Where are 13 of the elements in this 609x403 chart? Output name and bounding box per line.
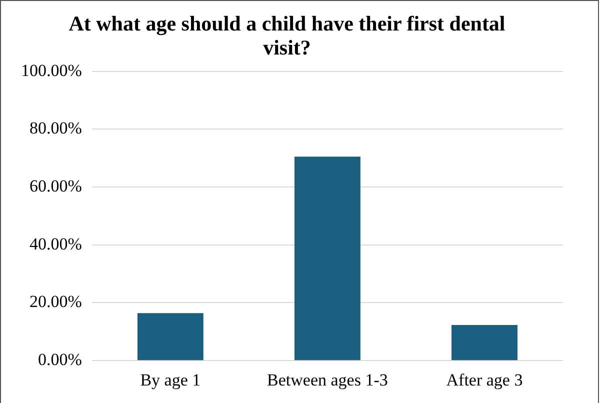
x-tick-label: By age 1 [140,370,201,390]
y-tick-label: 40.00% [29,234,82,254]
y-tick-label: 80.00% [29,118,82,138]
y-tick-label: 60.00% [29,176,82,196]
y-tick-label: 100.00% [20,60,82,80]
bar [137,313,204,360]
x-tick-label: Between ages 1-3 [267,370,388,390]
y-tick-label: 20.00% [29,292,82,312]
y-tick-label: 0.00% [38,350,82,370]
bar [294,156,360,360]
bar [452,325,518,360]
chart-title: At what age should a child have their first dental visit? [68,11,506,60]
x-tick-label: After age 3 [446,370,523,390]
